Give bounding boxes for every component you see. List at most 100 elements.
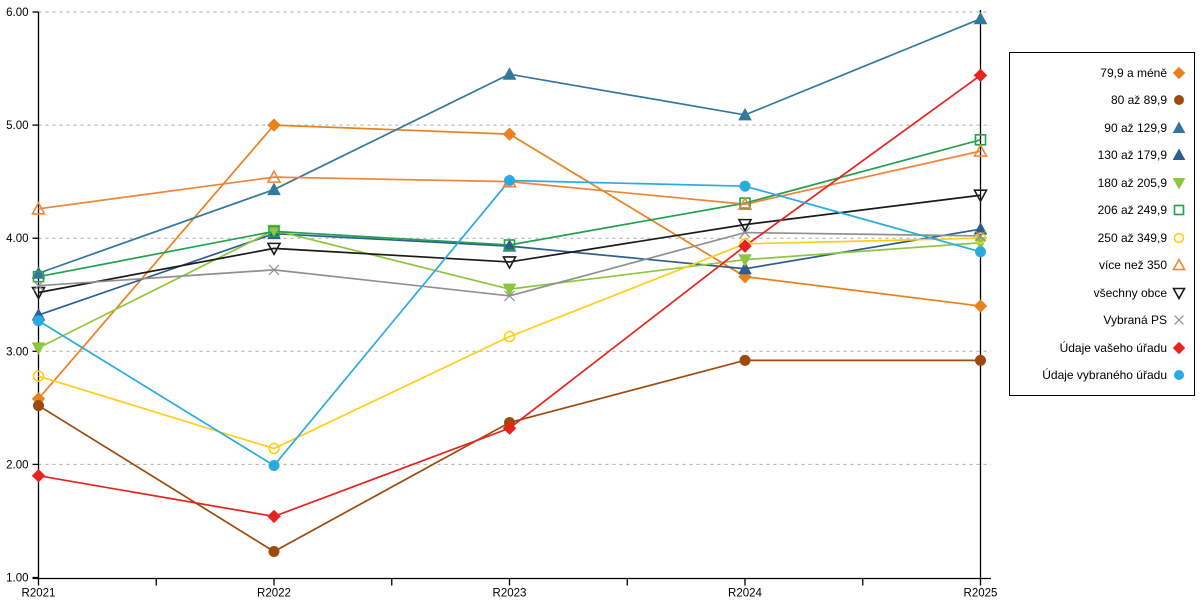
marker-circle	[33, 400, 44, 412]
legend-item: 206 až 249,9	[1014, 197, 1186, 223]
x-tick-label: R2024	[728, 588, 762, 600]
marker-triangle-up-open	[973, 143, 988, 157]
marker-triangle-up	[973, 11, 988, 25]
marker-triangle-down	[738, 254, 752, 267]
x-tick-label: R2025	[964, 588, 998, 600]
x-tick-label: R2022	[257, 588, 291, 600]
legend-item: 79,9 a méně	[1014, 60, 1186, 86]
legend-item: 80 až 89,9	[1014, 87, 1186, 113]
marker-triangle-up	[1172, 121, 1186, 133]
x-tick-label: R2023	[493, 588, 527, 600]
legend-marker-icon	[1174, 315, 1184, 326]
legend-item-label: 130 až 179,9	[1097, 148, 1167, 163]
marker-x-open	[975, 230, 986, 242]
marker-triangle-up-open	[266, 169, 282, 183]
marker-circle	[975, 354, 986, 366]
marker-triangle-up	[267, 182, 281, 196]
marker-triangle-up-open	[737, 196, 753, 211]
marker-square-open	[32, 270, 45, 283]
legend-marker-icon	[1172, 177, 1186, 190]
marker-diamond	[973, 68, 988, 83]
legend-marker-icon	[1174, 95, 1184, 106]
marker-circle	[739, 354, 751, 366]
y-tick-label: 2.00	[6, 459, 28, 471]
legend-marker-icon	[1172, 148, 1186, 161]
marker-diamond	[267, 118, 281, 132]
legend-marker-icon	[1172, 121, 1186, 133]
marker-diamond	[31, 469, 46, 483]
legend-item: Vybraná PS	[1014, 307, 1186, 333]
legend-marker-icon	[1172, 66, 1186, 79]
y-tick-label: 3.00	[6, 346, 28, 358]
legend-item-label: 90 až 129,9	[1104, 120, 1167, 135]
marker-diamond	[267, 509, 281, 524]
legend-marker-icon	[1173, 232, 1185, 244]
legend-item-label: všechny obce	[1093, 285, 1167, 300]
marker-circle	[739, 180, 751, 192]
legend-marker-icon	[1174, 370, 1184, 381]
legend-item-label: Údaje vybraného úřadu	[1042, 368, 1167, 383]
legend-item: Údaje vybraného úřadu	[1014, 362, 1186, 388]
marker-diamond	[502, 127, 517, 141]
legend-item-label: Vybraná PS	[1103, 313, 1167, 328]
legend-item: Údaje vašeho úřadu	[1014, 335, 1186, 361]
marker-circle	[268, 545, 280, 557]
marker-diamond	[738, 239, 752, 253]
series-line	[38, 138, 981, 278]
marker-circle-open	[268, 442, 280, 455]
marker-circle	[504, 175, 515, 187]
marker-circle	[1174, 95, 1184, 106]
marker-triangle-up	[738, 107, 752, 121]
marker-square-open	[503, 239, 516, 251]
marker-square-open	[1173, 204, 1185, 216]
marker-circle	[1174, 370, 1184, 381]
y-tick-label: 5.00	[6, 120, 28, 132]
legend-item-label: více než 350	[1098, 258, 1167, 273]
marker-x-open	[504, 290, 515, 302]
legend-item-label: 79,9 a méně	[1100, 65, 1167, 80]
marker-triangle-up	[502, 239, 517, 252]
marker-circle-open	[1173, 232, 1185, 244]
legend-item: více než 350	[1014, 252, 1186, 278]
marker-triangle-up	[738, 261, 752, 275]
marker-triangle-up	[31, 266, 46, 279]
marker-triangle-up	[973, 222, 988, 235]
marker-x-open	[33, 280, 44, 292]
legend-item: 250 až 349,9	[1014, 225, 1186, 251]
series-line	[38, 237, 981, 450]
marker-triangle-down-open	[737, 218, 753, 233]
legend-item-label: 180 až 205,9	[1097, 175, 1167, 190]
marker-diamond	[1172, 341, 1186, 354]
y-tick-label: 1.00	[6, 573, 28, 585]
marker-diamond	[1172, 66, 1186, 79]
marker-triangle-down	[31, 342, 46, 355]
marker-circle-open	[503, 330, 516, 343]
legend-marker-icon	[1172, 341, 1186, 354]
marker-x-open	[739, 227, 751, 238]
legend-item: 90 až 129,9	[1014, 115, 1186, 141]
marker-circle-open	[974, 232, 987, 244]
marker-triangle-down-open	[973, 189, 988, 203]
marker-triangle-down-open	[31, 286, 46, 301]
legend-item-label: 80 až 89,9	[1110, 93, 1167, 108]
series-line	[38, 194, 981, 294]
marker-circle-open	[32, 370, 45, 382]
legend-marker-icon	[1172, 287, 1186, 300]
legend-item-label: 206 až 249,9	[1097, 203, 1167, 218]
marker-triangle-up-open	[31, 201, 46, 215]
marker-triangle-up	[1172, 148, 1186, 161]
marker-circle	[975, 246, 986, 258]
marker-triangle-down-open	[1172, 287, 1186, 300]
marker-x-open	[268, 264, 280, 276]
y-tick-label: 6.00	[6, 7, 28, 19]
marker-triangle-down	[502, 283, 517, 297]
marker-circle	[33, 315, 44, 327]
marker-diamond	[973, 299, 988, 313]
marker-triangle-down	[1172, 177, 1186, 190]
marker-triangle-down	[267, 224, 281, 238]
legend-item-label: Údaje vašeho úřadu	[1059, 340, 1167, 355]
y-tick-label: 4.00	[6, 233, 28, 245]
series-line	[38, 359, 981, 553]
